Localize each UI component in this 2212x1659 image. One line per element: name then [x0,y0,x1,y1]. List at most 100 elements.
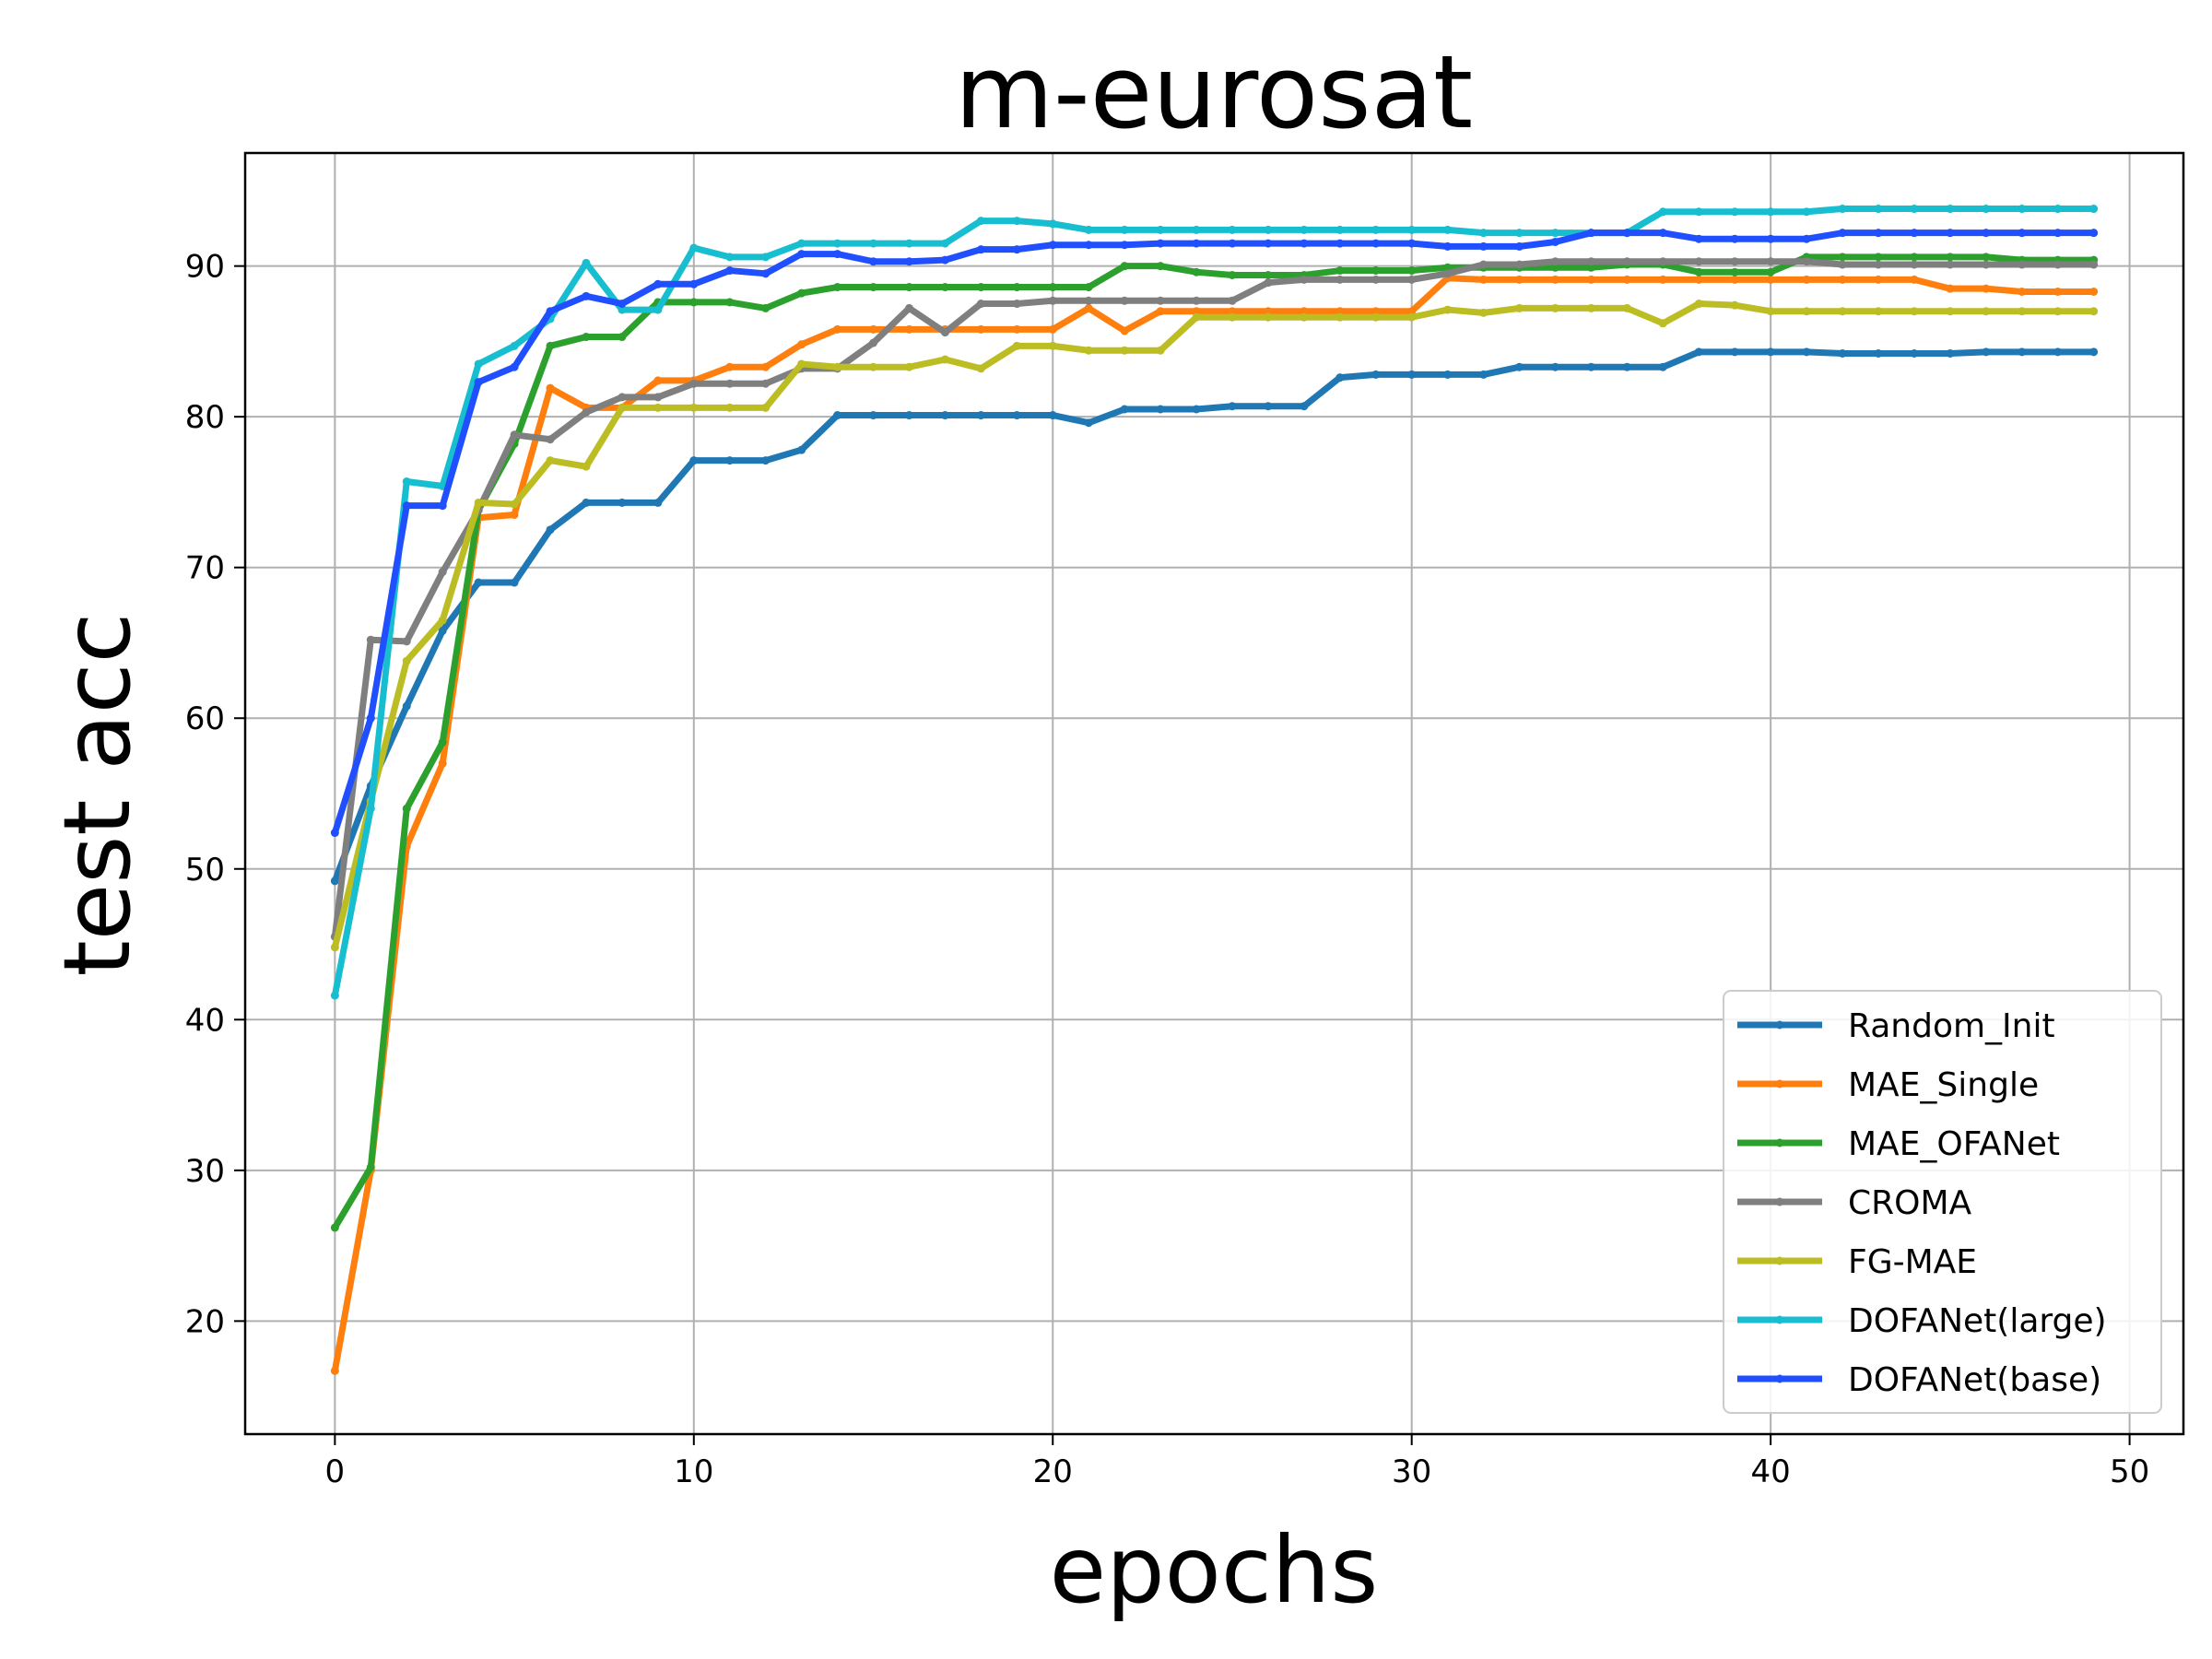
data-point [1515,362,1524,371]
data-point [1156,405,1165,414]
data-point [1946,205,1955,214]
data-point [1479,308,1488,317]
data-point [653,279,663,288]
data-point [1479,260,1488,269]
data-point [438,501,447,511]
data-point [618,498,627,507]
data-point [1622,362,1631,371]
data-point [1084,241,1093,250]
data-point [1910,348,1919,358]
data-point [366,635,375,644]
data-point [1443,269,1453,278]
data-point [1120,296,1129,305]
data-point [1982,284,1991,293]
data-point [330,1223,339,1232]
data-point [1120,346,1129,355]
data-point [1084,418,1093,428]
data-point [1228,225,1237,234]
data-point [2089,307,2099,316]
data-point [1192,296,1201,305]
data-point [1550,303,1559,312]
data-point [1838,307,1847,316]
data-point [1443,305,1453,314]
data-point [761,269,771,278]
data-point [1658,257,1667,266]
data-point [940,355,949,364]
data-point [1946,260,1955,269]
data-point [2053,287,2063,296]
data-point [330,943,339,952]
data-point [1192,239,1201,248]
data-point [582,462,591,471]
data-point [1084,346,1093,355]
data-point [1802,307,1811,316]
data-point [1228,296,1237,305]
data-point [474,378,483,387]
plot-frame [243,151,2185,1436]
data-point [1371,370,1381,379]
data-point [1084,296,1093,305]
x-tick-label: 50 [2110,1453,2149,1490]
y-tick-label: 30 [185,1153,225,1190]
data-point [653,498,663,507]
data-point [510,500,519,509]
data-point [689,379,699,388]
data-point [1874,260,1883,269]
data-point [1515,229,1524,238]
data-point [1264,239,1273,248]
data-point [474,359,483,369]
data-point [1910,253,1919,262]
data-point [1012,283,1021,292]
data-point [1335,275,1345,284]
data-point [1982,205,1991,214]
data-point [1300,402,1309,411]
data-point [833,283,842,292]
data-point [438,568,447,577]
data-point [510,578,519,587]
data-point [474,498,483,507]
data-point [2018,347,2027,357]
data-point [1443,225,1453,234]
data-point [1874,229,1883,238]
data-point [2053,307,2063,316]
data-point [2018,287,2027,296]
data-point [1120,262,1129,271]
y-tick-label: 80 [185,399,225,436]
data-point [689,243,699,253]
x-tick-label: 40 [1751,1453,1791,1490]
data-point [904,324,913,334]
y-tick-label: 40 [185,1002,225,1039]
data-point [833,239,842,248]
data-point [1048,411,1057,420]
series-fg-mae [330,300,2099,952]
data-point [510,341,519,350]
data-point [1694,257,1703,266]
data-point [797,359,806,369]
data-point [761,456,771,465]
data-point [1371,225,1381,234]
data-point [833,324,842,334]
legend-label: MAE_Single [1848,1066,2039,1104]
data-point [833,250,842,259]
data-point [1443,370,1453,379]
data-point [904,303,913,312]
data-point [1228,270,1237,279]
series-line [331,258,2098,940]
data-point [1407,307,1417,316]
data-point [1407,239,1417,248]
data-point [1730,347,1739,357]
series-croma [330,257,2099,941]
data-point [833,411,842,420]
data-point [1694,207,1703,217]
data-point [1910,275,1919,284]
data-point [2089,205,2099,214]
data-point [1658,275,1667,284]
legend-marker [1775,1197,1784,1206]
data-point [1335,239,1345,248]
data-point [1946,229,1955,238]
series-line [331,348,2098,885]
data-point [582,258,591,267]
data-point [1946,253,1955,262]
data-point [1443,263,1453,272]
data-point [330,829,339,838]
